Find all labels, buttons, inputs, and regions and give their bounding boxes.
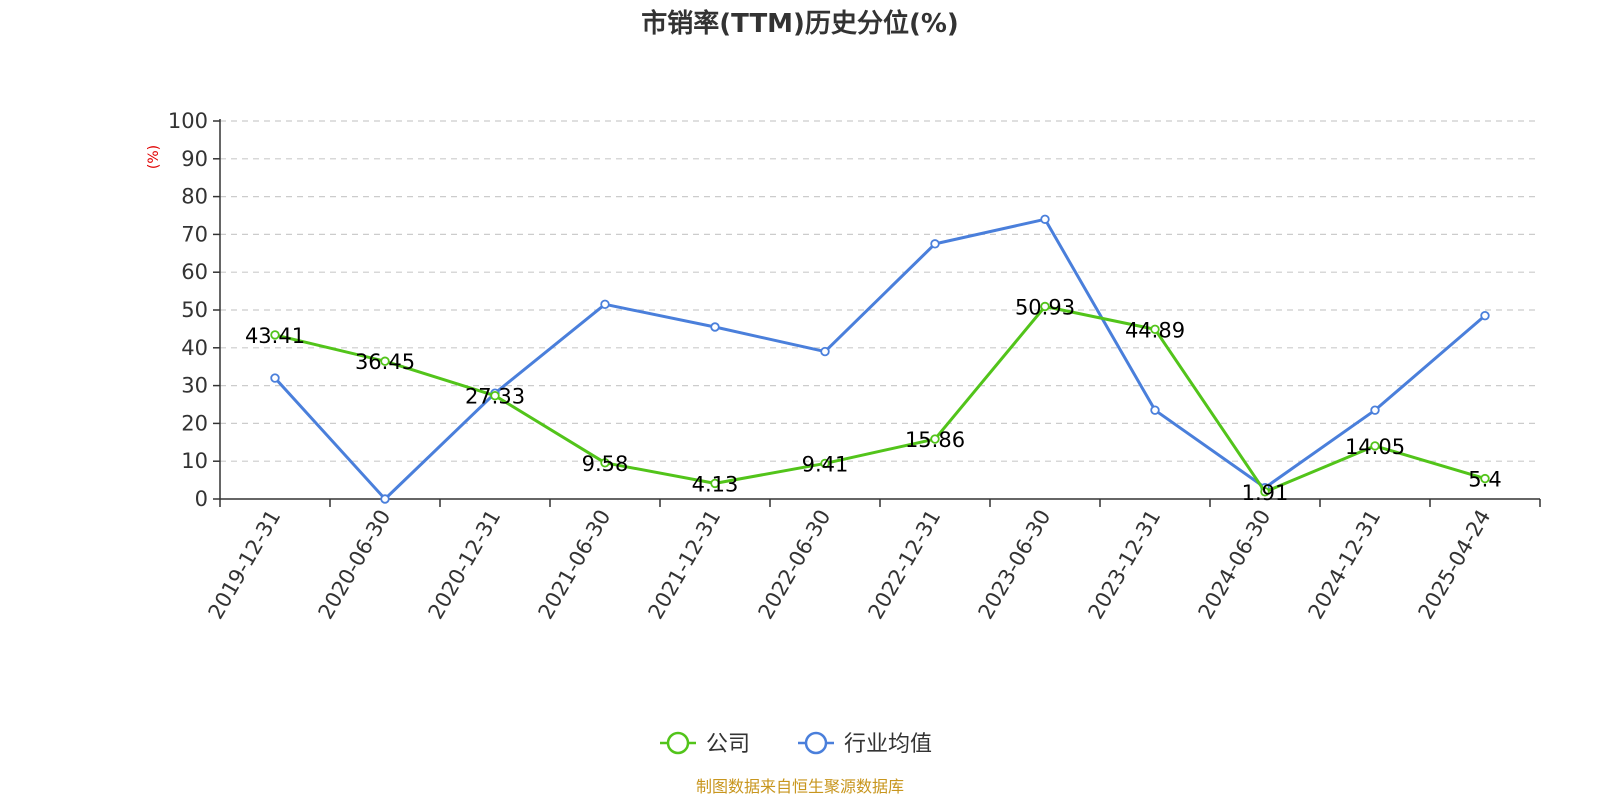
y-tick-label: 90 — [181, 147, 208, 171]
x-tick-label: 2019-12-31 — [204, 506, 286, 624]
series-point-1[interactable] — [820, 346, 830, 357]
legend[interactable]: 公司 行业均值 — [660, 731, 932, 757]
y-tick-label: 0 — [195, 487, 208, 511]
x-tick-label: 2024-12-31 — [1304, 506, 1386, 624]
series-point-0[interactable] — [930, 434, 940, 444]
y-tick-label: 80 — [181, 185, 208, 209]
series-point-0[interactable] — [1150, 324, 1160, 335]
legend-swatch-marker — [804, 731, 828, 755]
x-tick-label: 2023-06-30 — [974, 506, 1056, 624]
chart-title: 市销率(TTM)历史分位(%) — [641, 8, 959, 39]
y-tick-label: 70 — [181, 222, 208, 246]
x-tick-labels: 2019-12-31 2020-06-30 2020-12-31 2021-06-30… — [204, 506, 1496, 624]
y-axis-label: (%) — [146, 145, 162, 169]
x-tick-label: 2022-12-31 — [864, 506, 946, 624]
series-point-1[interactable] — [270, 373, 280, 383]
x-tick-label: 2024-06-30 — [1194, 506, 1276, 624]
series-point-1[interactable] — [1040, 214, 1050, 224]
y-tick-label: 100 — [168, 109, 208, 133]
series-group — [270, 214, 1490, 504]
data-label: 43.41 — [245, 324, 305, 348]
series-point-0[interactable] — [380, 356, 390, 366]
series-point-0[interactable] — [600, 458, 610, 468]
source-note: 制图数据来自恒生聚源数据库 — [696, 777, 904, 796]
x-tick-label: 2023-12-31 — [1084, 506, 1166, 624]
y-tick-label: 60 — [181, 260, 208, 284]
series-point-0[interactable] — [490, 390, 500, 401]
y-tick-label: 50 — [181, 298, 208, 322]
data-label: 36.45 — [355, 350, 415, 374]
legend-swatch-marker — [666, 731, 690, 755]
data-label: 14.05 — [1345, 435, 1405, 459]
data-label: 27.33 — [465, 385, 525, 409]
series-point-0[interactable] — [1040, 301, 1050, 312]
x-tick-label: 2021-06-30 — [534, 506, 616, 624]
series-point-1[interactable] — [710, 322, 720, 332]
axes — [213, 119, 1541, 507]
data-label: 50.93 — [1015, 295, 1075, 319]
legend-item-label[interactable]: 公司 — [706, 732, 750, 757]
series-point-0[interactable] — [1260, 487, 1270, 497]
x-tick-label: 2021-12-31 — [644, 506, 726, 624]
series-point-0[interactable] — [1370, 441, 1380, 451]
y-tick-label: 30 — [181, 374, 208, 398]
series-point-0[interactable] — [820, 458, 830, 469]
x-tick-label: 2020-06-30 — [314, 506, 396, 624]
y-tick-label: 10 — [181, 449, 208, 473]
series-line-0 — [274, 304, 1486, 494]
data-label: 9.58 — [582, 452, 629, 476]
x-tick-label: 2025-04-24 — [1414, 506, 1496, 624]
x-tick-label: 2020-12-31 — [424, 506, 506, 624]
series-point-1[interactable] — [380, 494, 390, 504]
series-point-1[interactable] — [930, 239, 940, 249]
series-point-1[interactable] — [1480, 310, 1490, 321]
series-line-1 — [273, 217, 1486, 501]
y-tick-labels: 0 10 20 30 40 50 60 70 80 90 100 — [168, 109, 208, 511]
data-labels: 43.41 36.45 27.33 9.58 4.13 9.41 15.86 50.93 44.… — [245, 295, 1502, 504]
grid-lines — [220, 120, 1540, 462]
series-point-1[interactable] — [1150, 405, 1160, 415]
series-point-0[interactable] — [1480, 473, 1490, 484]
y-tick-label: 20 — [181, 411, 208, 435]
data-label: 4.13 — [692, 472, 739, 496]
series-point-1[interactable] — [600, 299, 610, 310]
data-label: 15.86 — [905, 428, 965, 452]
data-label: 5.4 — [1468, 468, 1501, 492]
data-label: 44.89 — [1125, 318, 1185, 342]
series-point-0[interactable] — [710, 478, 720, 489]
x-tick-label: 2022-06-30 — [754, 506, 836, 624]
legend-item-label[interactable]: 行业均值 — [844, 732, 932, 757]
data-label: 9.41 — [802, 452, 849, 476]
series-point-1[interactable] — [1370, 405, 1380, 415]
data-label: 1.91 — [1242, 481, 1289, 505]
series-point-0[interactable] — [270, 330, 280, 340]
y-tick-label: 40 — [181, 336, 208, 360]
